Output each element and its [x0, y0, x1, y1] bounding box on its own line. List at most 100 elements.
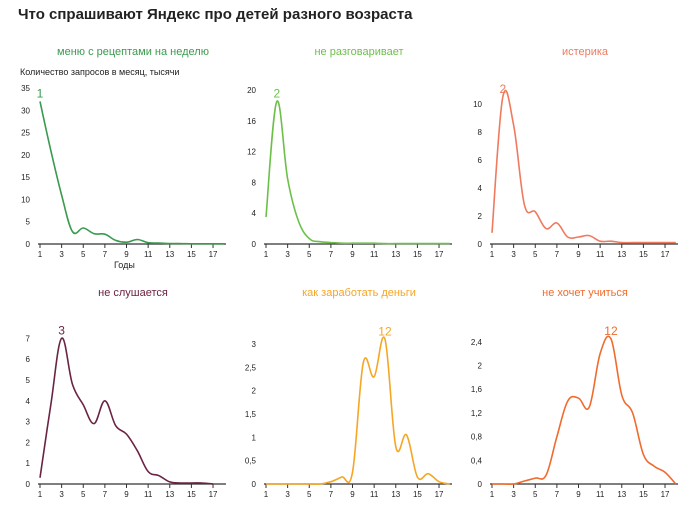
- x-tick-label: 13: [617, 490, 626, 499]
- y-tick-label: 0: [26, 480, 31, 489]
- y-tick-label: 0,4: [471, 456, 483, 465]
- panel-title: не слушается: [98, 287, 168, 299]
- x-tick-label: 5: [81, 490, 86, 499]
- series-line: [265, 336, 450, 485]
- y-tick-label: 0: [252, 480, 257, 489]
- x-tick-label: 15: [639, 490, 648, 499]
- y-tick-label: 2: [252, 387, 257, 396]
- panel-title: истерика: [562, 46, 609, 58]
- x-axis-label: Годы: [114, 260, 135, 270]
- peak-label: 12: [378, 324, 392, 338]
- x-tick-label: 11: [596, 250, 605, 259]
- x-tick-label: 15: [187, 250, 196, 259]
- y-tick-label: 2: [478, 212, 483, 221]
- series-line: [39, 337, 214, 485]
- x-tick-label: 11: [144, 490, 153, 499]
- x-tick-label: 15: [413, 490, 422, 499]
- x-tick-label: 9: [124, 250, 129, 259]
- y-tick-label: 0: [252, 240, 257, 249]
- x-tick-label: 7: [329, 490, 334, 499]
- y-tick-label: 1: [252, 433, 257, 442]
- x-tick-label: 5: [307, 490, 312, 499]
- x-tick-label: 15: [639, 250, 648, 259]
- series-line: [39, 101, 224, 245]
- y-tick-label: 0: [478, 480, 483, 489]
- x-tick-label: 3: [285, 250, 290, 259]
- panel-title: не хочет учиться: [542, 287, 628, 299]
- x-tick-label: 9: [350, 250, 355, 259]
- peak-label: 2: [499, 82, 506, 96]
- x-tick-label: 1: [38, 250, 43, 259]
- y-tick-label: 6: [478, 156, 483, 165]
- x-tick-label: 13: [617, 250, 626, 259]
- x-tick-label: 17: [209, 250, 218, 259]
- x-tick-label: 3: [511, 490, 516, 499]
- x-tick-label: 7: [555, 250, 560, 259]
- x-tick-label: 7: [555, 490, 560, 499]
- y-tick-label: 35: [21, 84, 30, 93]
- x-tick-label: 3: [511, 250, 516, 259]
- x-tick-label: 3: [59, 250, 64, 259]
- x-tick-label: 1: [38, 490, 43, 499]
- x-tick-label: 3: [285, 490, 290, 499]
- y-axis-label: Количество запросов в месяц, тысячи: [20, 67, 180, 77]
- x-tick-label: 17: [435, 250, 444, 259]
- x-tick-label: 1: [490, 250, 495, 259]
- y-tick-label: 15: [21, 173, 30, 182]
- x-tick-label: 17: [661, 490, 670, 499]
- y-tick-label: 6: [26, 355, 31, 364]
- series-line: [491, 335, 677, 486]
- peak-label: 3: [58, 323, 65, 337]
- y-tick-label: 4: [252, 209, 257, 218]
- x-tick-label: 11: [370, 490, 379, 499]
- y-tick-label: 0: [26, 240, 31, 249]
- y-tick-label: 1,2: [471, 409, 483, 418]
- x-tick-label: 13: [391, 250, 400, 259]
- x-tick-label: 3: [59, 490, 64, 499]
- peak-label: 1: [37, 86, 44, 100]
- y-tick-label: 7: [26, 334, 31, 343]
- x-tick-label: 11: [144, 250, 153, 259]
- y-tick-label: 20: [21, 151, 30, 160]
- x-tick-label: 1: [264, 490, 269, 499]
- peak-label: 2: [273, 87, 280, 101]
- x-tick-label: 17: [435, 490, 444, 499]
- series-line: [491, 89, 676, 244]
- x-tick-label: 13: [391, 490, 400, 499]
- y-tick-label: 25: [21, 129, 30, 138]
- x-tick-label: 15: [187, 490, 196, 499]
- y-tick-label: 0: [478, 240, 483, 249]
- y-tick-label: 5: [26, 376, 31, 385]
- y-tick-label: 8: [252, 178, 257, 187]
- y-tick-label: 5: [26, 218, 31, 227]
- y-tick-label: 4: [478, 184, 483, 193]
- y-tick-label: 1: [26, 459, 31, 468]
- x-tick-label: 9: [350, 490, 355, 499]
- x-tick-label: 5: [533, 250, 538, 259]
- x-tick-label: 15: [413, 250, 422, 259]
- x-tick-label: 1: [264, 250, 269, 259]
- y-tick-label: 2: [478, 362, 483, 371]
- x-tick-label: 17: [661, 250, 670, 259]
- x-tick-label: 9: [576, 250, 581, 259]
- y-tick-label: 0,5: [245, 457, 257, 466]
- x-tick-label: 7: [103, 490, 108, 499]
- y-tick-label: 1,5: [245, 410, 257, 419]
- x-tick-label: 17: [209, 490, 218, 499]
- x-tick-label: 1: [490, 490, 495, 499]
- x-tick-label: 11: [596, 490, 605, 499]
- peak-label: 12: [604, 324, 618, 338]
- series-line: [265, 100, 450, 245]
- y-tick-label: 2,4: [471, 338, 483, 347]
- y-tick-label: 10: [473, 100, 482, 109]
- y-tick-label: 0,8: [471, 433, 483, 442]
- x-tick-label: 5: [307, 250, 312, 259]
- panel-title: не разговаривает: [314, 46, 403, 58]
- y-tick-label: 3: [252, 340, 257, 349]
- y-tick-label: 2,5: [245, 363, 257, 372]
- y-tick-label: 3: [26, 418, 31, 427]
- y-tick-label: 12: [247, 148, 256, 157]
- y-tick-label: 2: [26, 438, 31, 447]
- x-tick-label: 13: [165, 490, 174, 499]
